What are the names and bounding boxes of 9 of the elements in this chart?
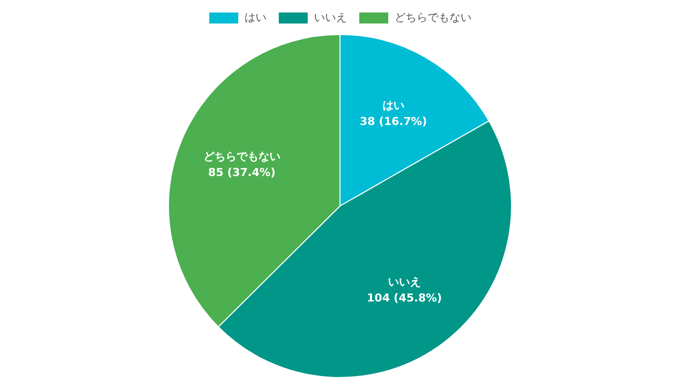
legend-label: どちらでもない <box>394 10 472 24</box>
data-label: 38 (16.7%) <box>360 114 428 128</box>
data-label: 85 (37.4%) <box>208 166 276 179</box>
slice-label: いいえ <box>388 275 421 288</box>
legend-label: はい <box>244 10 266 24</box>
data-label: 104 (45.8%) <box>366 291 442 304</box>
legend-label: いいえ <box>314 10 347 24</box>
slice-label: どちらでもない <box>203 150 280 163</box>
slice-label: はい <box>382 98 404 112</box>
